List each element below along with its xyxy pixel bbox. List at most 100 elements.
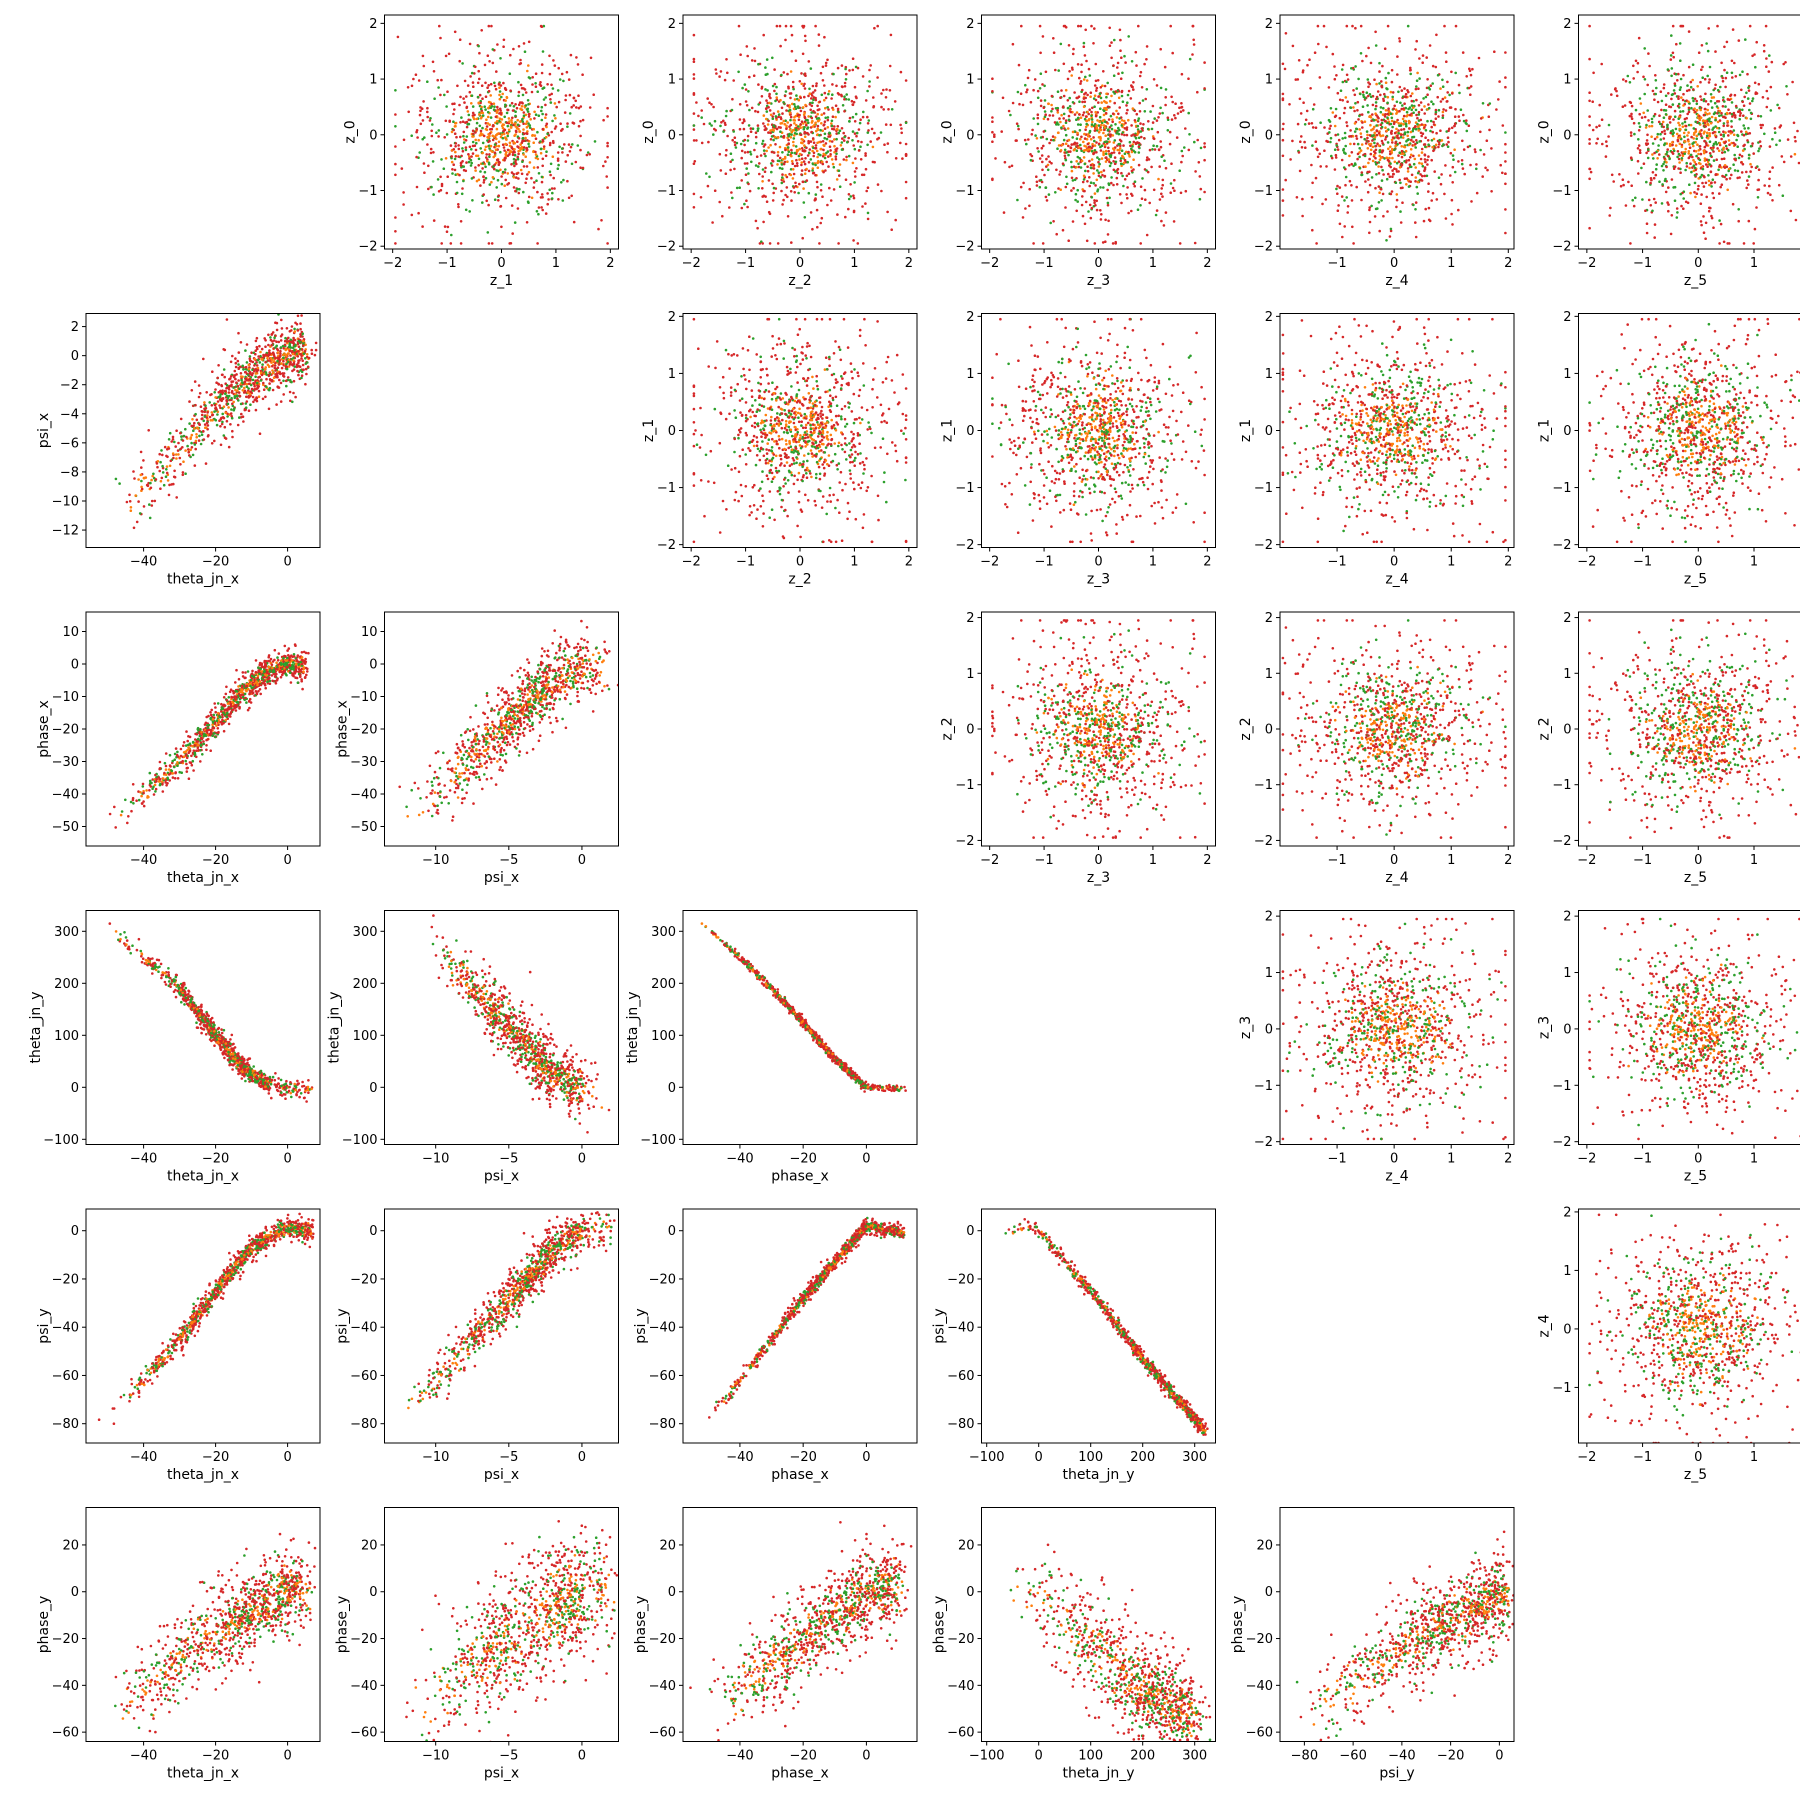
scatter-point <box>711 221 714 224</box>
scatter-point <box>1691 155 1694 159</box>
scatter-point <box>1043 115 1047 118</box>
scatter-point <box>1125 112 1128 115</box>
scatter-point <box>1092 42 1095 45</box>
scatter-point <box>484 95 488 98</box>
scatter-point <box>1135 112 1139 116</box>
scatter-point <box>830 119 834 123</box>
scatter-point <box>1076 123 1080 126</box>
scatter-point <box>1664 113 1668 116</box>
scatter-point <box>1414 235 1418 239</box>
scatter-point <box>1636 61 1640 65</box>
scatter-point <box>1091 142 1094 146</box>
scatter-point <box>1392 122 1396 126</box>
scatter-point <box>747 124 751 127</box>
scatter-point <box>1632 77 1635 80</box>
scatter-point <box>490 180 493 184</box>
scatter-point <box>1361 121 1364 124</box>
scatter-point <box>789 168 793 171</box>
scatter-point <box>493 81 496 85</box>
scatter-point <box>1097 130 1101 134</box>
scatter-point <box>746 205 749 209</box>
scatter-point <box>1424 160 1427 164</box>
scatter-point <box>692 112 696 115</box>
scatter-point <box>1170 95 1173 99</box>
scatter-point <box>557 100 561 104</box>
scatter-point <box>1143 110 1147 113</box>
scatter-point <box>882 108 885 111</box>
scatter-point <box>880 92 883 95</box>
y-tick-label: 2 <box>369 17 377 32</box>
scatter-point <box>1704 92 1707 96</box>
scatter-point <box>761 175 764 178</box>
scatter-point <box>828 186 831 190</box>
scatter-point <box>506 172 510 175</box>
scatter-point <box>791 168 795 171</box>
scatter-point <box>480 84 484 87</box>
scatter-point <box>473 113 476 117</box>
scatter-point <box>1299 140 1302 143</box>
scatter-point <box>1064 133 1068 137</box>
scatter-point <box>1378 191 1381 194</box>
scatter-point <box>1384 135 1388 139</box>
scatter-point <box>506 134 510 138</box>
scatter-point <box>1609 206 1612 210</box>
y-tick-label: −2 <box>657 240 676 255</box>
scatter-point <box>1390 190 1394 193</box>
scatter-point <box>1080 203 1084 207</box>
scatter-point <box>1693 191 1696 194</box>
scatter-point <box>454 124 457 128</box>
scatter-point <box>829 153 832 156</box>
scatter-point <box>1702 185 1706 188</box>
scatter-point <box>807 161 811 164</box>
scatter-point <box>1681 110 1685 113</box>
scatter-point <box>763 152 766 156</box>
scatter-point <box>1632 64 1635 68</box>
scatter-point <box>501 126 505 130</box>
scatter-point <box>1133 119 1137 122</box>
scatter-point <box>1343 225 1346 228</box>
scatter-point <box>1124 121 1127 125</box>
scatter-point <box>556 157 560 160</box>
scatter-point <box>1769 109 1773 112</box>
scatter-point <box>1107 118 1111 121</box>
scatter-point <box>864 202 867 205</box>
scatter-point <box>1123 178 1127 181</box>
scatter-point <box>1441 97 1445 101</box>
scatter-point <box>1093 139 1096 143</box>
scatter-point <box>1303 140 1306 144</box>
scatter-point <box>509 53 512 57</box>
scatter-point <box>1367 110 1370 114</box>
scatter-point <box>492 165 495 168</box>
scatter-point <box>1379 106 1383 109</box>
scatter-point <box>1493 50 1496 53</box>
scatter-point <box>731 196 734 200</box>
scatter-point <box>853 147 857 151</box>
scatter-point <box>786 146 790 149</box>
scatter-point <box>827 155 830 158</box>
scatter-point <box>1724 76 1728 80</box>
scatter-point <box>1690 135 1693 139</box>
scatter-point <box>1102 153 1105 157</box>
scatter-point <box>749 127 753 130</box>
scatter-point <box>821 129 824 132</box>
scatter-point <box>1422 97 1425 100</box>
scatter-point <box>1084 145 1088 148</box>
scatter-point <box>798 80 802 83</box>
scatter-point <box>566 179 569 183</box>
scatter-point <box>791 162 794 165</box>
scatter-point <box>1376 90 1380 93</box>
scatter-point <box>775 96 778 99</box>
scatter-point <box>508 104 512 107</box>
scatter-point <box>719 70 723 73</box>
scatter-point <box>546 192 549 195</box>
scatter-point <box>427 164 430 168</box>
scatter-point <box>522 114 526 117</box>
scatter-point <box>1418 57 1421 60</box>
scatter-point <box>1431 145 1434 149</box>
scatter-point <box>1660 164 1664 168</box>
scatter-point <box>825 137 829 141</box>
scatter-point <box>1155 144 1159 148</box>
scatter-point <box>1098 162 1101 166</box>
scatter-point <box>836 213 839 216</box>
